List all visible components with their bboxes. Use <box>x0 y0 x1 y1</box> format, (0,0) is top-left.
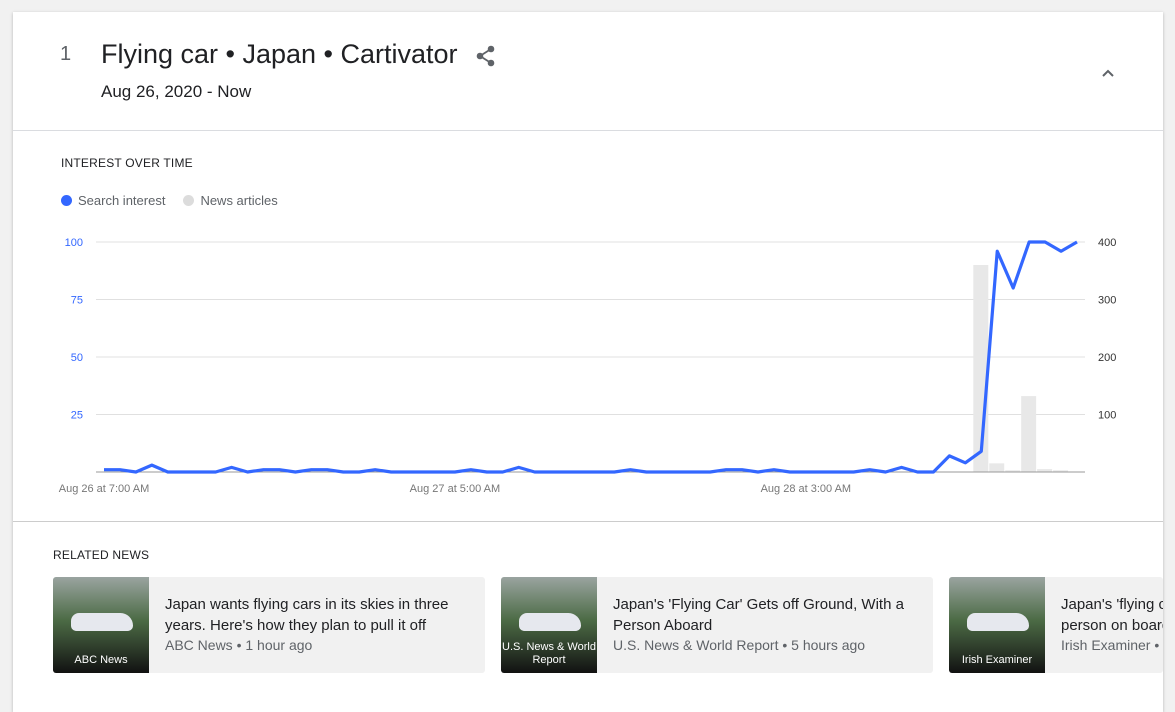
y-left-tick-label: 100 <box>65 237 83 249</box>
divider <box>13 521 1163 522</box>
y-left-tick-label: 25 <box>71 410 83 422</box>
news-title[interactable]: Japan's 'Flying Car' Gets off Ground, Wi… <box>613 596 904 634</box>
y-right-tick-label: 200 <box>1098 352 1116 364</box>
news-bar <box>1053 470 1069 472</box>
news-thumbnail: Irish Examiner <box>949 577 1045 673</box>
date-range: Aug 26, 2020 - Now <box>101 82 252 101</box>
source-badge: U.S. News & World Report <box>502 641 596 666</box>
collapse-chevron-icon[interactable] <box>1101 62 1115 83</box>
news-card[interactable]: U.S. News & World Report Japan's 'Flying… <box>501 577 933 673</box>
source-badge: ABC News <box>74 654 128 666</box>
related-news-title: RELATED NEWS <box>53 548 150 562</box>
news-meta: ABC News • 1 hour ago <box>165 637 313 653</box>
y-left-tick-label: 75 <box>71 295 83 307</box>
share-icon[interactable] <box>476 45 496 72</box>
legend-search-interest[interactable]: Search interest <box>61 193 165 208</box>
news-card[interactable]: ABC News Japan wants flying cars in its … <box>53 577 485 673</box>
legend-news-articles[interactable]: News articles <box>183 193 278 208</box>
legend-dot-icon <box>61 195 72 206</box>
news-title[interactable]: Japan wants flying cars in its skies in … <box>165 596 449 634</box>
story-title: Flying car • Japan • Cartivator <box>101 39 458 69</box>
y-right-tick-label: 100 <box>1098 410 1116 422</box>
news-meta: U.S. News & World Report • 5 hours ago <box>613 637 866 653</box>
news-meta: Irish Examiner • 1 <box>1061 637 1163 653</box>
news-title[interactable]: Japan's 'flying car' gets off the ground… <box>1061 596 1163 634</box>
news-bar <box>1021 396 1037 472</box>
news-bar <box>1037 469 1053 472</box>
chart-legend: Search interest News articles <box>61 193 278 208</box>
news-thumbnail: ABC News <box>53 577 149 673</box>
y-right-tick-label: 300 <box>1098 295 1116 307</box>
news-card[interactable]: Irish Examiner Japan's 'flying car' gets… <box>949 577 1163 673</box>
y-left-tick-label: 50 <box>71 352 83 364</box>
x-tick-label: Aug 27 at 5:00 AM <box>410 483 501 495</box>
search-interest-line <box>104 240 1078 474</box>
divider <box>13 130 1163 131</box>
legend-dot-icon <box>183 195 195 206</box>
news-thumbnail: U.S. News & World Report <box>501 577 597 673</box>
legend-label: Search interest <box>78 193 166 208</box>
x-tick-label: Aug 28 at 3:00 AM <box>761 483 852 495</box>
news-bar <box>1005 470 1021 472</box>
rank-number: 1 <box>60 43 72 65</box>
source-badge: Irish Examiner <box>961 654 1033 666</box>
interest-section-title: INTEREST OVER TIME <box>61 156 193 170</box>
x-tick-label: Aug 26 at 7:00 AM <box>59 483 150 495</box>
legend-label: News articles <box>200 193 278 208</box>
y-right-tick-label: 400 <box>1098 237 1116 249</box>
news-bar <box>989 463 1005 472</box>
interest-chart[interactable]: 100 75 50 25 400 300 200 100 Aug 26 at 7:00 AM Au… <box>13 227 1163 497</box>
trend-card: 1 Flying car • Japan • Cartivator Aug 26… <box>13 12 1163 712</box>
